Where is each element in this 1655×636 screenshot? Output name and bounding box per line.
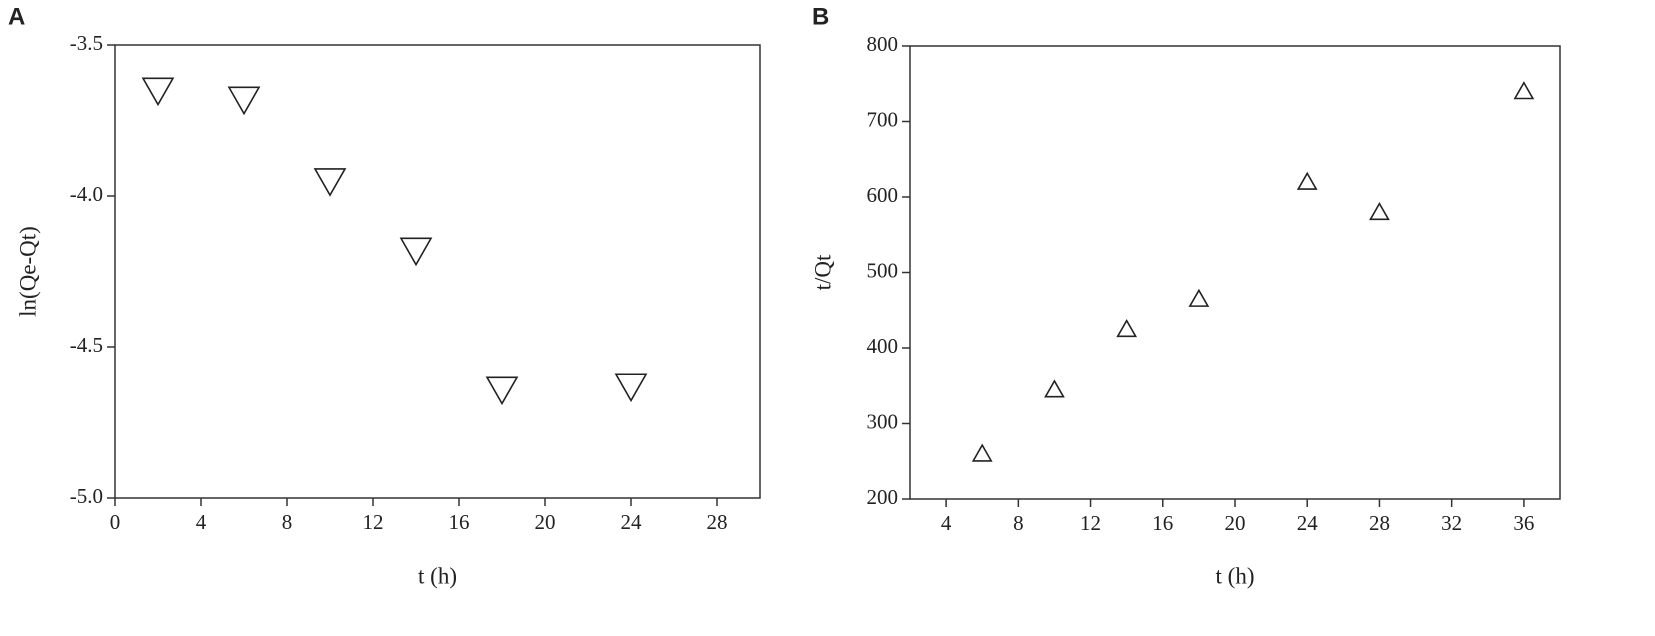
y-tick-label: -3.5	[70, 31, 103, 55]
marker	[313, 168, 347, 197]
x-tick-label: 4	[941, 511, 952, 535]
x-tick-label: 12	[363, 510, 384, 534]
marker	[614, 373, 648, 403]
y-axis-label: t/Qt	[810, 254, 835, 290]
x-tick-label: 16	[1152, 511, 1173, 535]
x-tick-label: 28	[1369, 511, 1390, 535]
x-tick-label: 20	[535, 510, 556, 534]
x-tick-label: 12	[1080, 511, 1101, 535]
marker	[1044, 379, 1065, 398]
x-axis-label: t (h)	[1216, 563, 1255, 588]
y-tick-label: 600	[867, 183, 899, 207]
x-tick-label: 36	[1513, 511, 1534, 535]
x-axis-label: t (h)	[418, 563, 457, 588]
marker	[227, 86, 261, 116]
plot-frame	[114, 44, 761, 499]
y-tick-label: 700	[867, 107, 899, 131]
marker	[971, 443, 993, 462]
x-tick-label: 28	[707, 510, 728, 534]
marker	[1296, 171, 1318, 190]
y-tick-label: 800	[867, 32, 899, 56]
marker	[1369, 201, 1390, 221]
marker	[1513, 81, 1535, 100]
y-tick-label: -4.5	[70, 333, 103, 357]
y-tick-label: 300	[867, 409, 899, 433]
y-axis-label: ln(Qe-Qt)	[15, 226, 40, 317]
y-tick-label: -4.0	[70, 182, 103, 206]
y-tick-label: 500	[867, 258, 899, 282]
x-tick-label: 8	[1013, 511, 1024, 535]
x-tick-label: 8	[282, 510, 293, 534]
x-tick-label: 32	[1441, 511, 1462, 535]
panel-label: B	[812, 3, 829, 30]
panel-label: A	[8, 3, 25, 30]
x-tick-label: 4	[196, 510, 207, 534]
y-tick-label: 200	[867, 485, 899, 509]
marker	[1188, 288, 1210, 307]
marker	[1116, 318, 1138, 338]
plot-frame	[909, 45, 1561, 500]
x-tick-label: 24	[621, 510, 643, 534]
marker	[141, 77, 175, 107]
y-tick-label: -5.0	[70, 484, 103, 508]
marker	[399, 237, 433, 267]
y-tick-label: 400	[867, 334, 899, 358]
x-tick-label: 0	[110, 510, 121, 534]
x-tick-label: 16	[449, 510, 470, 534]
x-tick-label: 20	[1225, 511, 1246, 535]
x-tick-label: 24	[1297, 511, 1319, 535]
marker	[485, 376, 519, 406]
